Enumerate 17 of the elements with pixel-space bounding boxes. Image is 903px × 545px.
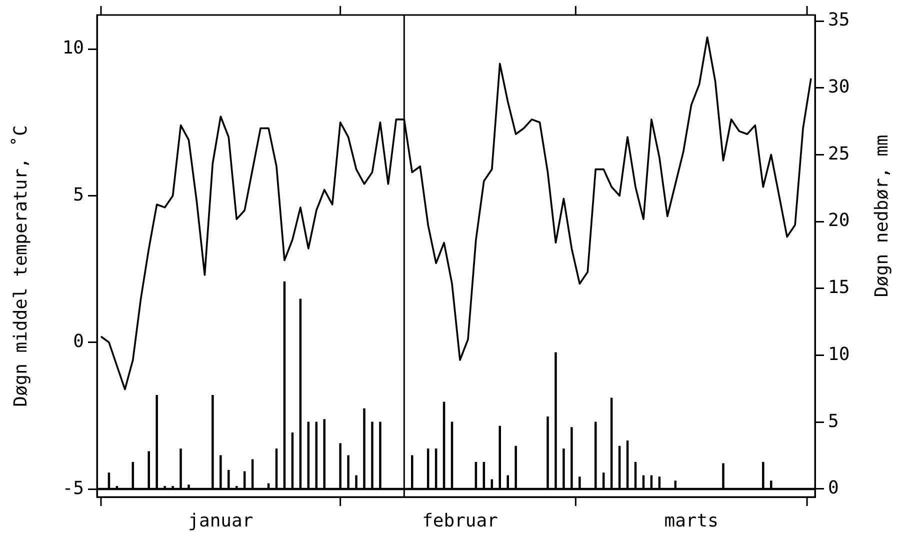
y2-tick-label: 15 [828, 277, 850, 298]
x-tick-label: marts [664, 510, 718, 532]
y2-tick-label: 5 [828, 410, 839, 432]
y2-tick-label: 0 [828, 478, 839, 499]
y2-tick-label: 20 [828, 210, 850, 232]
y2-tick-label: 10 [828, 344, 850, 365]
y-tick-label: 5 [73, 184, 84, 206]
y2-tick-label: 35 [828, 10, 850, 31]
y-axis-title: Døgn middel temperatur, ˚C [10, 125, 32, 407]
y-tick-label: 10 [62, 38, 84, 59]
y-tick-label: -5 [62, 478, 84, 499]
y2-axis-title: Døgn nedbør, mm [872, 134, 893, 298]
y2-tick-label: 30 [828, 76, 850, 98]
x-tick-label: februar [422, 510, 498, 532]
y2-tick-label: 25 [828, 143, 850, 164]
x-tick-label: januar [188, 510, 254, 532]
y-tick-label: 0 [73, 331, 84, 352]
